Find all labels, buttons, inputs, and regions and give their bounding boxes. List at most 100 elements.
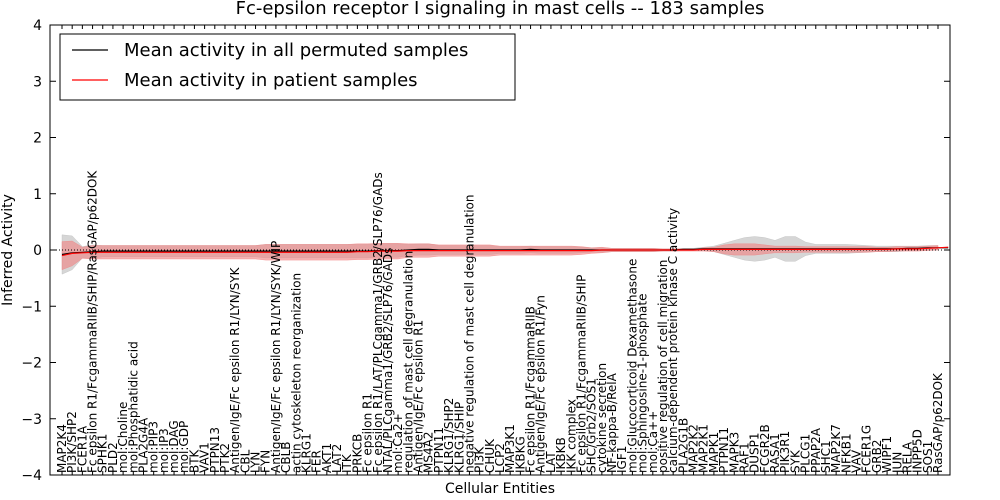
x-category-label: MAP3K1 (503, 424, 517, 473)
x-category-label: FER (310, 450, 324, 473)
x-category-label: MS4A2 (422, 432, 436, 473)
x-category-label: mol:Choline (116, 402, 130, 473)
x-category-label: CHUK (483, 438, 497, 473)
x-category-label: FCER1G (860, 425, 874, 473)
y-tick-label: −2 (21, 356, 42, 372)
x-category-label: SOS1 (921, 441, 935, 473)
x-category-label: ITK (340, 453, 354, 473)
x-category-label: RELA (900, 441, 914, 473)
y-tick-label: 4 (33, 18, 42, 34)
plot-frame (49, 24, 951, 476)
x-category-label: VAV1 (198, 442, 212, 473)
x-category-label: AKT1 (320, 443, 334, 473)
x-category-label: PLA2G4A (137, 417, 151, 473)
x-category-label: mol:Ca++ (646, 411, 660, 473)
x-category-label: Antigen/IgE/Fc epsilon R1/LYN/SYK/WIP (269, 241, 283, 473)
x-category-label: Fc epsilon R1/LAT/PLCgamma1/GRB2/SLP76/G… (371, 172, 385, 473)
x-category-label: Fc epsilon R1/FcgammaRIIB/SHIP/RasGAP/p6… (86, 170, 100, 473)
x-category-label: PTPN13 (208, 427, 222, 473)
x-category-label: mol:IP3 (157, 428, 171, 473)
y-tick-label: −4 (21, 468, 42, 484)
x-category-label: MAP2K7 (829, 424, 843, 473)
x-category-label: WIPF1 (880, 436, 894, 473)
x-category-label: PTPN11 (717, 427, 731, 473)
x-category-label: MAPK3 (727, 432, 741, 473)
x-category-label: Antigen/IgE/Fc epsilon R1 (412, 320, 426, 473)
y-tick-label: −3 (21, 412, 42, 428)
y-tick-label: 0 (33, 243, 42, 259)
x-category-label: actin cytoskeleton reorganization (289, 273, 303, 473)
y-axis: −4 −3 −2 −1 0 1 2 3 4 (21, 18, 950, 484)
x-category-label: negative regulation of mast cell degranu… (462, 194, 476, 473)
x-category-label: RAF1 (738, 442, 752, 473)
x-category-label: mol:Glucocorticoid Dexamethasone (625, 259, 639, 473)
x-category-label: MAP2K2 (687, 424, 701, 473)
x-category-label: PPAP2A (809, 427, 823, 473)
x-category-label: PLCG1 (799, 434, 813, 473)
x-category-label: IGF1 (615, 446, 629, 473)
y-tick-label: 2 (33, 131, 42, 147)
legend-box (59, 33, 516, 101)
x-category-label: IKBKG (513, 436, 527, 473)
x-category-label: INPP5D (911, 429, 925, 473)
x-category-label: SPHK1 (96, 434, 110, 473)
x-category-label: IKBKB (554, 437, 568, 473)
x-category-label: JUN (890, 452, 904, 474)
x-category-label: SHC/Grb2/SOS1 (585, 378, 599, 473)
chart-title: Fc-epsilon receptor I signaling in mast … (236, 0, 765, 19)
x-category-label: regulation of mast cell degranulation (401, 251, 415, 473)
x-category-label: PRKCB (350, 434, 364, 473)
x-category-label: KLRG1 (300, 433, 314, 473)
x-category-label: LCP2 (493, 443, 507, 473)
x-category-label: CBL (238, 449, 252, 473)
x-category-label: SYK (788, 449, 802, 473)
x-category-label: PTPN11 (432, 427, 446, 473)
x-category-label: PLA2G1B (676, 418, 690, 473)
x-category-label: LAT2 (330, 444, 344, 473)
x-category-label: RASA1 (768, 433, 782, 473)
x-category-label: mol:Phosphatidic acid (126, 341, 140, 473)
x-category-label: MAP2K1 (697, 424, 711, 473)
x-category-label: MAPK1 (707, 432, 721, 473)
x-category-label: Fc epsilon R1/FcgammaRIIB (524, 306, 538, 473)
x-category-label: FCER1A (75, 425, 89, 473)
x-category-label: SHC1 (819, 440, 833, 473)
x-category-label: calcium-dependent protein kinase C activ… (666, 208, 680, 473)
x-category-label: CBLB (279, 441, 293, 473)
x-category-label: KLRG1/SHP2 (442, 398, 456, 473)
y-tick-label: −1 (21, 299, 42, 315)
x-category-label: DUSP1 (748, 432, 762, 473)
legend: Mean activity in all permuted samples Me… (59, 33, 516, 101)
x-category-label: Fc epsilon R1/FcgammaRIIB/SHIP (575, 275, 589, 473)
x-category-label: FYN (259, 450, 273, 473)
x-category-label: PI3K/SHP2 (65, 411, 79, 473)
legend-label-permuted: Mean activity in all permuted samples (124, 40, 468, 61)
x-category-label: mol:GDP (177, 421, 191, 473)
x-category-label: IKK complex (564, 399, 578, 473)
x-category-label: VAV (850, 449, 864, 473)
legend-label-patient: Mean activity in patient samples (124, 70, 418, 91)
x-category-label: LYN (249, 452, 263, 473)
x-category-label: mol:Sphingosine-1-phosphate (636, 294, 650, 474)
x-category-label: NF-kappa-B/RelA (605, 372, 619, 473)
x-category-label: positive regulation of cell migration (656, 260, 670, 473)
x-category-label: MAP2K4 (55, 424, 69, 473)
patient-mean-line (61, 246, 949, 257)
x-category-label: RasGAP/p62DOK (931, 372, 945, 473)
lines-layer (61, 246, 949, 257)
y-tick-label: 3 (33, 74, 42, 90)
y-tick-label: 1 (33, 187, 42, 203)
x-category-label: NFKB1 (839, 433, 853, 473)
x-category-label: PIK3R1 (778, 431, 792, 473)
x-category-label: PI3K (473, 446, 487, 473)
x-category-label: NTAL/PLCgamma1/GRB2/SLP76/GADs (381, 248, 395, 473)
y-axis-label: Inferred Activity (0, 194, 16, 306)
x-category-label: FCGR2B (758, 424, 772, 473)
x-category-label: BTK (187, 448, 201, 473)
x-category-label: LAT (544, 451, 558, 473)
bands-layer (61, 234, 939, 275)
x-category-label: GRB2 (870, 439, 884, 473)
x-category-label: Fc epsilon R1 (361, 393, 375, 473)
